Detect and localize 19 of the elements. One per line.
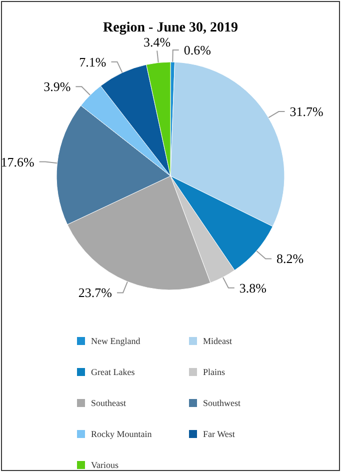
legend-label: Far West (203, 429, 236, 439)
legend-label: Southeast (91, 398, 126, 408)
legend-label: Various (91, 460, 119, 470)
data-label: 17.6% (0, 154, 34, 170)
legend-label: Rocky Mountain (91, 429, 152, 439)
legend-label: Mideast (203, 336, 232, 346)
chart-title: Region - June 30, 2019 (103, 20, 238, 36)
data-label: 23.7% (78, 285, 112, 300)
data-label: 3.8% (239, 280, 267, 296)
legend-label: Plains (203, 367, 226, 377)
data-label: 8.2% (276, 251, 304, 266)
data-label: 3.9% (44, 79, 71, 94)
data-label: 3.4% (144, 34, 171, 50)
legend-label: New England (91, 336, 141, 346)
data-label: 31.7% (290, 104, 324, 120)
legend-label: Southwest (203, 398, 241, 408)
legend-label: Great Lakes (91, 367, 136, 377)
data-label: 0.6% (184, 42, 212, 58)
data-label: 7.1% (79, 54, 106, 70)
